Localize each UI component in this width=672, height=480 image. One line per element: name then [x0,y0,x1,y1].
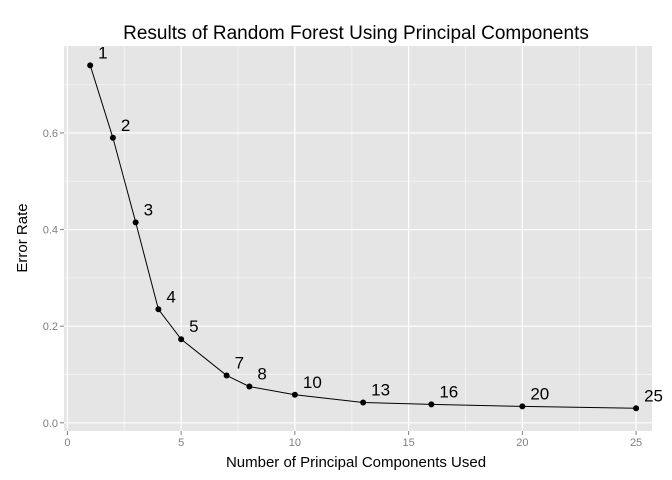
x-tick-label: 5 [178,437,184,449]
data-point-label: 13 [371,380,390,399]
y-tick-label: 0.4 [43,225,58,237]
major-gridlines [64,46,652,431]
data-point-label: 3 [144,200,153,219]
x-tick-label: 25 [630,437,642,449]
data-point [178,336,185,343]
data-point [633,405,640,412]
minor-gridlines [64,46,652,431]
data-point-label: 20 [530,384,549,403]
error-rate-line [89,65,637,409]
y-tick-label: 0.0 [43,418,58,430]
data-points [87,62,640,412]
data-point [155,306,162,313]
data-point-label: 7 [235,353,244,372]
x-axis-title: Number of Principal Components Used [226,454,486,471]
data-point-label: 10 [303,373,322,392]
data-point-label: 8 [257,365,266,384]
data-point [428,401,435,408]
data-point [291,391,298,398]
y-axis-title: Error Rate [14,203,31,272]
y-tick-label: 0.6 [43,128,58,140]
x-tick-label: 20 [516,437,528,449]
data-point [246,383,253,390]
plot-panel [64,46,652,431]
axis-ticks [60,132,637,435]
data-point-label: 2 [121,116,130,135]
x-tick-labels: 0 5 10 15 20 25 [64,437,642,449]
x-tick-label: 10 [289,437,301,449]
x-tick-label: 15 [402,437,414,449]
data-point-labels: 1 2 3 45 78 10 13 16 20 25 [98,43,663,405]
data-point-label: 4 [166,287,175,306]
data-point [519,403,526,410]
y-tick-labels: 0.0 0.2 0.4 0.6 [43,128,58,430]
data-point-label: 16 [439,382,458,401]
data-point-label: 25 [644,386,663,405]
x-tick-label: 0 [64,437,70,449]
data-point [132,219,139,226]
y-tick-label: 0.2 [43,321,58,333]
chart-title: Results of Random Forest Using Principal… [123,23,589,44]
data-point [223,372,230,379]
data-point-label: 1 [98,43,107,62]
data-point-label: 5 [189,317,198,336]
data-point [87,62,94,69]
data-point [360,399,367,406]
data-point [109,134,116,141]
